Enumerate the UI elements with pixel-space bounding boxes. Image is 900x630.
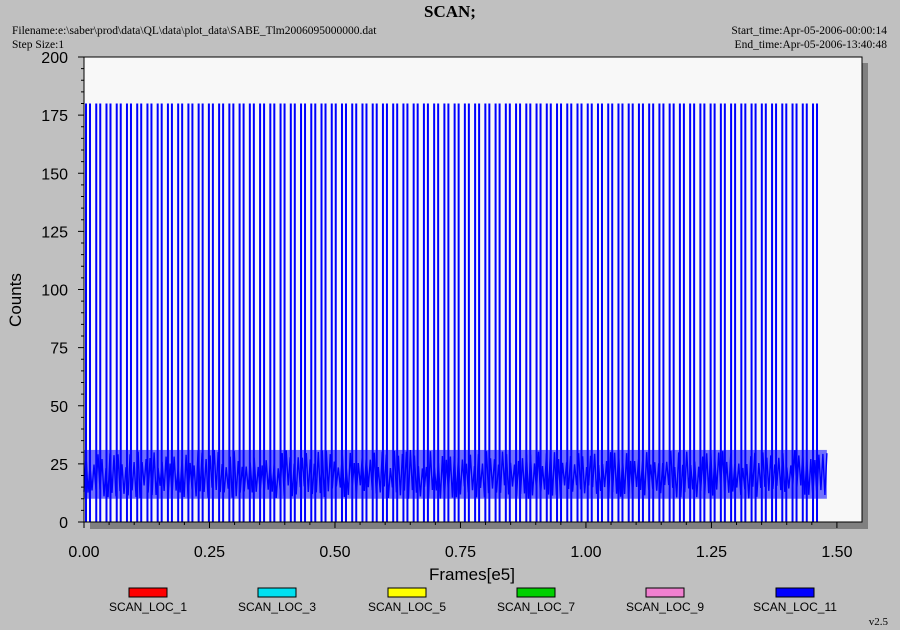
version-label: v2.5 [868, 616, 888, 628]
data-layer [83, 103, 828, 522]
y-axis-title: Counts [6, 273, 25, 327]
legend: SCAN_LOC_1 SCAN_LOC_3 SCAN_LOC_5 SCAN_LOC_7… [109, 587, 837, 614]
y-tick-label-3: 75 [50, 341, 68, 358]
legend-label-3: SCAN_LOC_7 [497, 600, 575, 614]
time-info: Start_time:Apr-05-2006-00:00:14 End_time… [731, 24, 887, 52]
legend-swatch-1 [257, 587, 297, 598]
legend-swatch-5 [775, 587, 815, 598]
legend-swatch-3 [516, 587, 556, 598]
y-tick-label-5: 125 [41, 224, 68, 241]
y-tick-label-4: 100 [41, 283, 68, 300]
legend-label-4: SCAN_LOC_9 [626, 600, 704, 614]
x-tick-label-1: 0.25 [194, 544, 225, 561]
x-tick-label-0: 0.00 [68, 544, 99, 561]
x-tick-label-2: 0.50 [319, 544, 350, 561]
y-tick-label-8: 200 [41, 50, 68, 67]
legend-swatch-2 [387, 587, 427, 598]
y-tick-label-0: 0 [59, 515, 68, 532]
legend-swatch-0 [128, 587, 168, 598]
legend-label-1: SCAN_LOC_3 [238, 600, 316, 614]
legend-swatch-4 [645, 587, 685, 598]
step-size-text: Step Size:1 [12, 39, 65, 51]
legend-label-0: SCAN_LOC_1 [109, 600, 187, 614]
file-info: Filename:e:\saber\prod\data\QL\data\plot… [12, 24, 376, 52]
y-tick-label-2: 50 [50, 399, 68, 416]
x-tick-label-4: 1.00 [570, 544, 601, 561]
y-tick-label-1: 25 [50, 457, 68, 474]
x-axis-title: Frames[e5] [429, 565, 515, 584]
x-tick-label-5: 1.25 [696, 544, 727, 561]
y-tick-label-7: 175 [41, 108, 68, 125]
x-tick-label-6: 1.50 [821, 544, 852, 561]
axis-layer: 0 25 50 75 100 125 150 175 200 0.00 0.25 0.50 0.75 1.… [41, 50, 862, 561]
legend-label-5: SCAN_LOC_11 [753, 600, 837, 614]
end-time-text: End_time:Apr-05-2006-13:40:48 [734, 39, 887, 51]
y-tick-label-6: 150 [41, 166, 68, 183]
x-tick-label-3: 0.75 [445, 544, 476, 561]
legend-label-2: SCAN_LOC_5 [368, 600, 446, 614]
filename-text: Filename:e:\saber\prod\data\QL\data\plot… [12, 25, 377, 37]
start-time-text: Start_time:Apr-05-2006-00:00:14 [731, 25, 887, 37]
chart-title: SCAN; [424, 2, 476, 21]
